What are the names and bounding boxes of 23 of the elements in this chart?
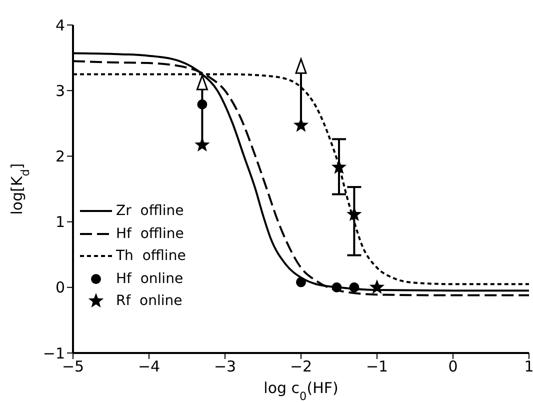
point xyxy=(194,137,210,152)
point xyxy=(369,279,385,294)
x-tick-label: −3 xyxy=(214,358,236,376)
y-tick-label: 2 xyxy=(55,148,65,166)
x-tick-label: −2 xyxy=(290,358,312,376)
y-tick-label: 1 xyxy=(55,213,65,232)
point xyxy=(332,282,342,292)
y-tick-label: 4 xyxy=(55,16,65,34)
x-tick-label: 0 xyxy=(448,358,458,376)
x-tick-label: −1 xyxy=(366,358,388,376)
x-axis-title: log c$_{0}$(HF) xyxy=(264,379,338,402)
y-tick-label: 0 xyxy=(55,278,65,297)
y-tick-label: 3 xyxy=(55,82,65,100)
legend-label: Th offline xyxy=(116,248,186,264)
legend-label: Hf online xyxy=(116,270,184,287)
point xyxy=(296,277,306,288)
legend-label: Rf online xyxy=(116,293,182,310)
x-tick-label: 1 xyxy=(524,358,533,376)
point xyxy=(346,206,362,222)
legend-label: Zr offline xyxy=(116,203,184,220)
point xyxy=(349,282,360,292)
legend-label: Hf offline xyxy=(116,226,184,242)
x-tick-label: −4 xyxy=(138,358,160,376)
